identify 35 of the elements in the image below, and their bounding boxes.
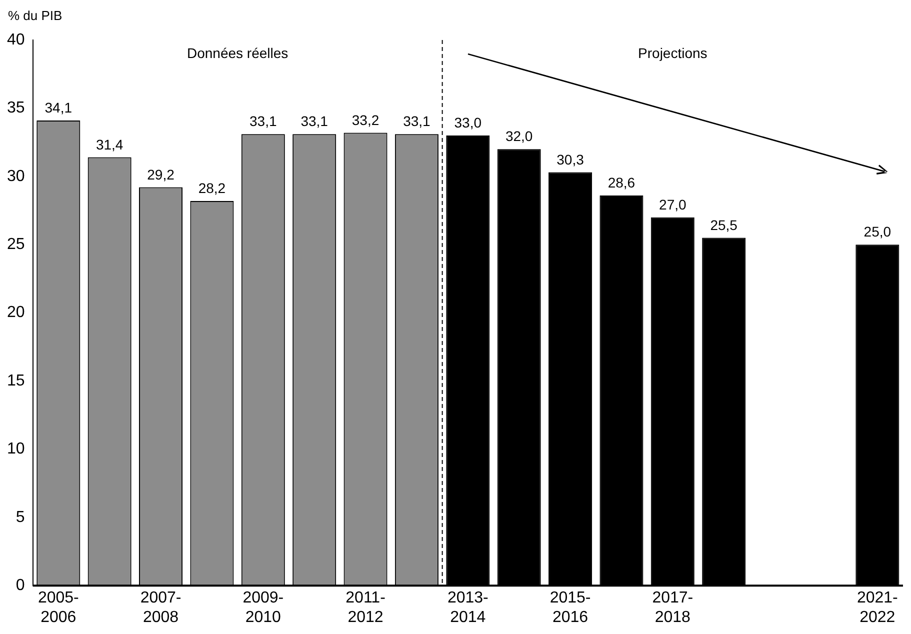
y-tick-label: 0 [16, 577, 25, 594]
data-label: 33,1 [250, 113, 277, 130]
y-tick-label: 30 [7, 168, 25, 185]
y-tick-label: 10 [7, 440, 25, 458]
x-tick-label: 2009-2010 [242, 590, 284, 626]
x-tick-label: 2005-2006 [38, 590, 79, 626]
data-label: 25,5 [710, 216, 738, 233]
data-label: 28,2 [198, 180, 226, 196]
x-tick-label: 2013-2014 [447, 590, 488, 626]
data-label: 34,1 [44, 99, 72, 116]
data-label: 25,0 [864, 224, 892, 240]
data-label: 27,0 [659, 196, 686, 212]
data-label: 33,2 [352, 112, 380, 128]
x-tick-label: 2007-2008 [140, 590, 182, 626]
data-label: 33,0 [454, 114, 482, 130]
data-label: 28,6 [608, 174, 636, 190]
data-label: 32,0 [505, 128, 533, 144]
y-tick-label: 15 [7, 372, 25, 390]
y-tick-label: 5 [16, 508, 25, 526]
y-tick-label: 25 [7, 236, 25, 254]
data-label: 33,1 [300, 113, 328, 130]
x-tick-label: 2011-2012 [346, 590, 386, 626]
y-axis-title: % du PIB [8, 8, 62, 23]
y-tick-label: 20 [7, 304, 25, 322]
data-label: 29,2 [147, 166, 175, 182]
data-label: 33,1 [403, 113, 431, 130]
annotation: Projections [638, 45, 708, 61]
x-tick-label: 2015-2016 [550, 590, 591, 626]
data-label: 31,4 [96, 136, 124, 152]
x-tick-label: 2017-2018 [652, 590, 694, 626]
y-tick-label: 40 [7, 31, 25, 48]
annotation: Données réelles [186, 45, 288, 61]
data-label: 30,3 [556, 151, 584, 168]
y-tick-label: 35 [7, 100, 25, 117]
x-tick-label: 2021-2022 [856, 590, 898, 626]
